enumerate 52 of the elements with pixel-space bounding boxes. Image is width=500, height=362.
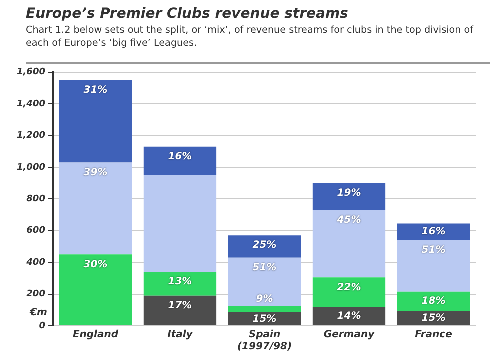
annotation: 51%: [252, 262, 277, 274]
x-tick-label: France: [415, 330, 453, 341]
bar: [144, 296, 217, 326]
bar: [228, 306, 302, 313]
bar: [397, 292, 470, 311]
annotation: 39%: [84, 167, 108, 178]
annotation: 9%: [256, 294, 274, 305]
bar: [144, 272, 217, 296]
annotation: 22%: [337, 282, 362, 294]
bar: [397, 224, 470, 240]
y-tick-label: 400: [26, 258, 46, 268]
annotation: 51%: [422, 245, 446, 256]
annotation: 15%: [422, 313, 446, 324]
bar: [312, 210, 386, 278]
annotation: 31%: [84, 84, 108, 96]
bar: [312, 278, 386, 307]
annotation: 16%: [422, 226, 446, 238]
annotation: 19%: [337, 188, 362, 199]
bar: [312, 306, 386, 326]
annotation: 17%: [168, 300, 192, 312]
bar: [59, 254, 132, 326]
chart-title: Europe’s Premier Clubs revenue streams: [26, 6, 350, 22]
y-tick-label: 1,000: [17, 162, 46, 173]
annotation: 14%: [337, 311, 362, 322]
annotation: 18%: [422, 296, 446, 308]
y-tick-label: 200: [26, 290, 46, 300]
chart-subtitle: Chart 1.2 below sets out the split, or ‘mix’, of revenue streams for clubs in the top division of each of Europe’s ‘big five’ Leagues.: [26, 24, 475, 50]
bar: [144, 175, 217, 272]
y-axis-title: €m: [29, 308, 48, 319]
y-tick-label: 600: [26, 226, 46, 236]
annotation: 45%: [336, 214, 362, 226]
annotation: 16%: [168, 151, 192, 162]
bar: [312, 183, 386, 210]
annotation: 30%: [84, 259, 108, 270]
annotation: 25%: [252, 240, 277, 252]
y-tick-label: 1,200: [17, 131, 46, 142]
y-tick-label: 800: [26, 194, 46, 205]
y-tick-label: 1,400: [17, 99, 46, 110]
x-tick-label: Germany: [324, 330, 376, 341]
bar: [59, 80, 132, 163]
x-tick-label: Italy: [168, 330, 194, 341]
annotation: 15%: [252, 314, 277, 325]
bar: [228, 258, 302, 306]
bar: [228, 236, 302, 258]
bar: [144, 146, 217, 176]
y-tick-label: 1,600: [17, 68, 46, 78]
bar: [397, 240, 470, 292]
y-tick-label: 0: [39, 321, 46, 332]
x-tick-label: England: [72, 330, 120, 341]
x-tick-label: Spain (1997/98): [237, 330, 292, 353]
bar: [59, 162, 132, 255]
annotation: 13%: [168, 276, 192, 288]
